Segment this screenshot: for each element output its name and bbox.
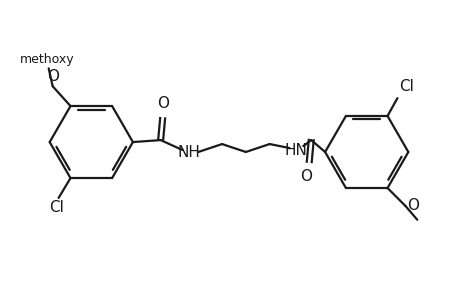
Text: Cl: Cl xyxy=(49,200,64,215)
Text: O: O xyxy=(46,69,59,84)
Text: O: O xyxy=(156,96,168,111)
Text: HN: HN xyxy=(284,142,307,158)
Text: O: O xyxy=(407,198,419,213)
Text: methoxy: methoxy xyxy=(19,53,74,66)
Text: Cl: Cl xyxy=(398,79,414,94)
Text: NH: NH xyxy=(178,146,201,160)
Text: O: O xyxy=(300,169,312,184)
